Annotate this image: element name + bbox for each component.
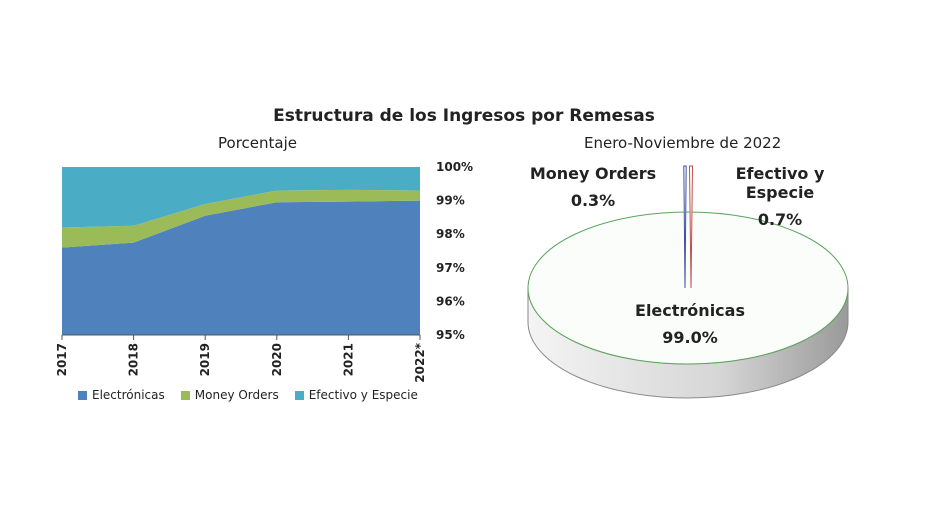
x-tick-label: 2021 [341,343,355,376]
pie-label-name: Electrónicas [635,301,745,320]
area-series-2 [62,167,420,228]
pie-label-value: 99.0% [662,328,718,347]
y-tick-label: 100% [436,160,473,174]
legend-item-electronicas: Electrónicas [78,388,165,402]
pie-label-efectivo: Efectivo y Especie 0.7% [700,164,860,229]
y-tick-label: 95% [436,328,465,342]
y-tick-label: 98% [436,227,465,241]
x-tick-label: 2020 [270,343,284,376]
legend-label: Electrónicas [92,388,165,402]
pie-chart-subtitle: Enero-Noviembre de 2022 [584,134,782,152]
legend-swatch [294,390,304,400]
area-series-1 [62,189,420,248]
pie-label-money-orders: Money Orders 0.3% [528,164,658,210]
x-tick-label: 2022* [413,342,427,382]
chart-title: Estructura de los Ingresos por Remesas [273,106,655,126]
x-tick-label: 2018 [127,343,141,376]
pie-label-value: 0.7% [757,210,803,229]
pie-slice-money-orders [683,165,687,289]
pie-label-value: 0.3% [570,191,616,210]
area-series-0 [62,200,420,335]
pie-label-name: Efectivo y Especie [735,164,825,202]
legend-swatch [180,390,190,400]
area-chart-legend: Electrónicas Money Orders Efectivo y Esp… [78,388,418,402]
pie-label-electronicas: Electrónicas 99.0% [620,301,760,347]
pie-label-name: Money Orders [529,164,657,183]
legend-label: Efectivo y Especie [308,388,418,402]
pie-slice-efectivo [688,165,694,289]
legend-item-efectivo: Efectivo y Especie [294,388,418,402]
x-tick-label: 2019 [198,343,212,376]
y-tick-label: 99% [436,194,465,208]
legend-item-money-orders: Money Orders [180,388,279,402]
x-tick-label: 2017 [55,343,69,376]
y-tick-label: 97% [436,261,465,275]
pie-slice-electronicas [527,211,849,365]
y-tick-label: 96% [436,294,465,308]
area-chart-subtitle: Porcentaje [218,134,297,152]
legend-label: Money Orders [194,388,279,402]
legend-swatch [78,390,87,400]
